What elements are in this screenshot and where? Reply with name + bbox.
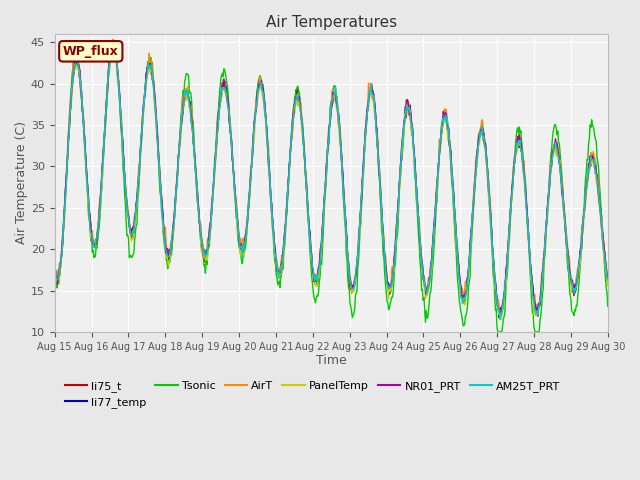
Y-axis label: Air Temperature (C): Air Temperature (C) [15, 121, 28, 244]
X-axis label: Time: Time [316, 354, 347, 367]
Title: Air Temperatures: Air Temperatures [266, 15, 397, 30]
Legend: li75_t, li77_temp, Tsonic, AirT, PanelTemp, NR01_PRT, AM25T_PRT: li75_t, li77_temp, Tsonic, AirT, PanelTe… [60, 376, 565, 412]
Text: WP_flux: WP_flux [63, 45, 118, 58]
